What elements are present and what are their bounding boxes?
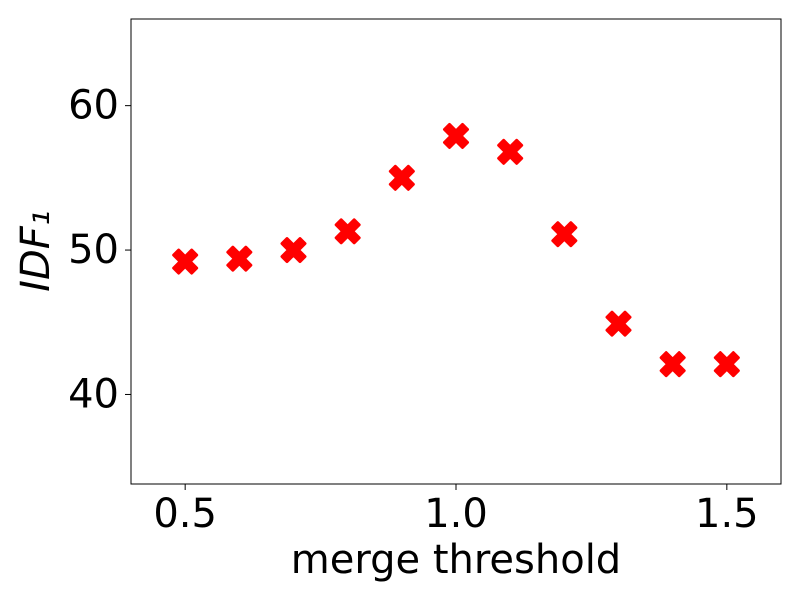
x-axis-label: merge threshold: [291, 537, 621, 583]
marker: [388, 164, 415, 191]
x-tick-label: 0.5: [153, 491, 217, 537]
marker: [443, 122, 469, 149]
y-axis-label: IDF₁: [13, 210, 59, 292]
marker: [605, 310, 632, 337]
x-tick-label: 1.0: [424, 491, 488, 537]
marker: [280, 237, 307, 264]
marker: [659, 351, 686, 378]
marker: [226, 245, 253, 272]
marker: [334, 218, 361, 245]
marker: [497, 138, 524, 165]
marker: [551, 221, 578, 248]
y-tick-label: 50: [68, 227, 119, 273]
y-tick-label: 60: [68, 83, 119, 129]
x-tick-label: 1.5: [695, 491, 759, 537]
marker: [713, 351, 740, 378]
marker: [172, 248, 199, 275]
y-tick-label: 40: [68, 371, 119, 417]
